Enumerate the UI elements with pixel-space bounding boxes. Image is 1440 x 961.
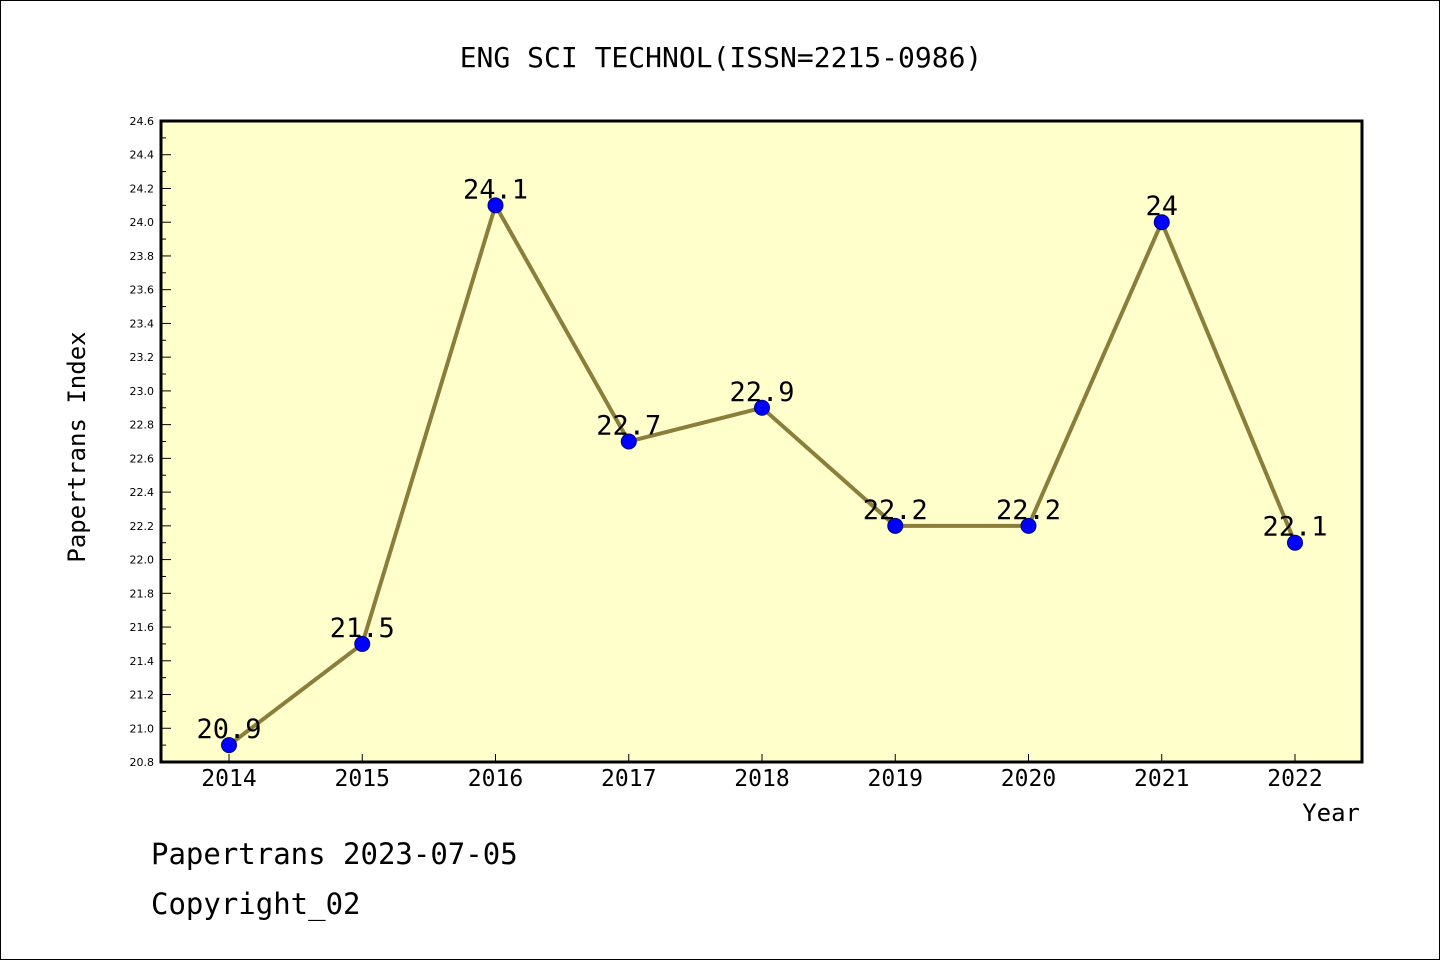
y-axis-title: Papertrans Index [63,331,91,562]
x-tick-label: 2019 [868,766,923,792]
y-tick-label: 24.2 [130,182,155,195]
y-tick-label: 22.8 [130,419,155,432]
x-tick-label: 2020 [1001,766,1056,792]
plot-area [161,121,1362,762]
data-label: 22.1 [1262,512,1327,543]
data-label: 22.7 [596,411,661,442]
data-label: 22.2 [863,495,928,526]
data-labels: 20.9 21.5 24.1 22.7 22.9 22.2 22.2 24 22.1 [196,174,1327,745]
x-tick-label: 2021 [1134,766,1189,792]
data-point [620,433,637,450]
y-tick-label: 21.8 [130,587,155,600]
y-tick-label: 24.4 [130,149,155,162]
y-tick-label: 21.2 [130,689,155,702]
y-axis: 20.8 21.0 21.2 21.4 21.6 21.8 22.0 22.2 22.4 22.6… [130,115,171,769]
data-label: 24 [1145,191,1178,222]
data-label: 20.9 [196,714,261,745]
y-tick-label: 23.4 [130,317,155,330]
y-tick-label: 23.6 [130,284,155,297]
data-point [1153,214,1170,231]
data-label: 21.5 [330,613,395,644]
x-tick-label: 2014 [201,766,256,792]
series-papertrans-index [221,197,1303,754]
x-tick-label: 2018 [734,766,789,792]
y-tick-label: 21.0 [130,722,155,735]
data-point [1020,517,1037,534]
y-tick-label: 22.6 [130,452,155,465]
footer-copyright: Copyright_02 [151,887,361,921]
y-tick-label: 24.0 [130,216,155,229]
x-tick-label: 2022 [1267,766,1322,792]
y-tick-label: 21.4 [130,655,155,668]
data-label: 22.9 [729,377,794,408]
x-tick-label: 2017 [601,766,656,792]
y-tick-label: 21.6 [130,621,155,634]
data-point [1287,534,1303,551]
y-tick-label: 22.0 [130,554,155,567]
data-label: 24.1 [463,174,528,205]
y-tick-label: 23.0 [130,385,155,398]
footer-date: Papertrans 2023-07-05 [151,837,518,871]
y-tick-label: 23.2 [130,351,155,364]
data-point [887,517,904,534]
y-tick-label: 22.4 [130,486,155,499]
x-axis-title: Year [1302,799,1360,827]
y-tick-label: 24.6 [130,115,155,128]
data-point [754,399,770,416]
y-tick-label: 23.8 [130,250,155,263]
y-tick-label: 22.2 [130,520,155,533]
chart-title: ENG SCI TECHNOL(ISSN=2215-0986) [460,41,983,74]
data-point [487,197,504,214]
x-axis: 2014 2015 2016 2017 2018 2019 2020 2021 2022 [201,754,1323,792]
plot-frame [159,119,1364,764]
data-label: 22.2 [996,495,1061,526]
y-tick-label: 20.8 [130,756,155,769]
x-tick-label: 2015 [335,766,390,792]
data-point [354,635,371,652]
x-tick-label: 2016 [468,766,523,792]
data-point [221,737,237,754]
